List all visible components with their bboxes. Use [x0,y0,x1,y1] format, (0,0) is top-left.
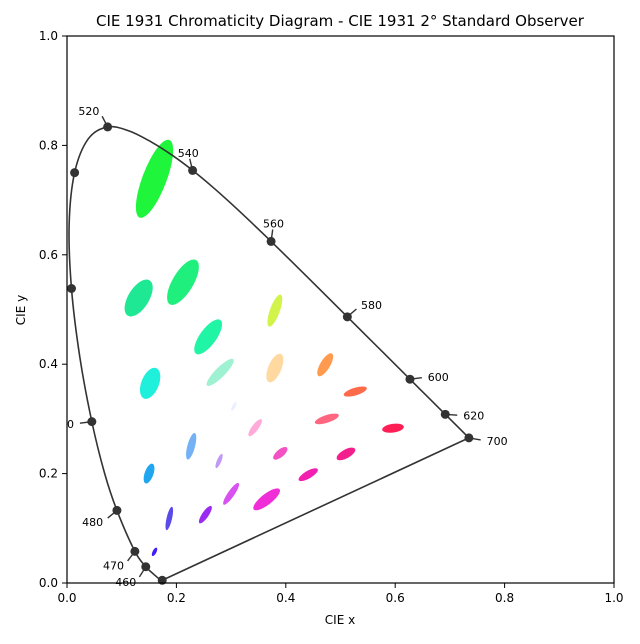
wavelength-marker-2 [130,546,140,556]
x-tick-label-3: 0.4 [276,591,295,605]
ellipse-12 [231,401,237,411]
wavelength-label-3: 480 [82,516,103,529]
ellipse-3 [198,505,212,524]
y-tick-label-5: 0.8 [39,138,58,152]
wavelength-marker-12 [440,409,450,419]
wavelength-marker-11 [405,374,415,384]
chart-title: CIE 1931 Chromaticity Diagram - CIE 1931… [96,12,585,30]
ellipse-7 [194,319,223,355]
ellipse-layer [124,139,404,557]
ellipse-11 [135,139,174,218]
wavelength-marker-4 [87,417,97,427]
ellipse-21 [298,468,318,482]
wavelength-marker-13 [464,433,474,443]
ellipse-18 [382,423,404,433]
wavelength-label-13: 700 [487,435,508,448]
wavelength-label-10: 580 [361,299,382,312]
wavelength-marker-3 [112,505,122,515]
x-axis-label: CIE x [325,613,355,627]
plot-area-frame [66,35,615,584]
ellipse-14 [317,353,334,377]
wavelength-label-7: 520 [78,105,99,118]
ellipse-20 [273,447,288,460]
y-tick-label-4: 0.6 [39,248,58,262]
ellipse-15 [343,386,367,397]
y-tick-label-2: 0.2 [39,467,58,481]
ellipse-22 [215,453,223,469]
wavelength-marker-8 [188,165,198,175]
x-tick-label-2: 0.2 [167,591,186,605]
ellipse-23 [223,482,240,505]
ellipse-4 [143,463,155,484]
ellipse-24 [253,488,281,511]
x-tick-label-6: 1.0 [604,591,623,605]
wavelength-label-4: 0 [67,418,74,431]
ellipse-19 [248,419,262,437]
wavelength-marker-5 [66,284,76,293]
ellipse-25 [186,432,197,460]
wavelength-marker-1 [141,562,151,572]
y-tick-label-6: 1.0 [39,29,58,43]
y-tick-label-1: 0.0 [39,576,58,590]
wavelength-marker-10 [342,312,352,322]
ellipse-13 [266,353,284,383]
x-tick-label-5: 0.8 [495,591,514,605]
ellipse-10 [267,294,283,327]
ellipse-16 [314,413,339,425]
wavelength-label-9: 560 [263,218,284,231]
ellipse-2 [165,506,174,531]
tick-layer: 0.0 0.2 0.4 0.6 0.8 1.0 0.0 0.2 0.4 0.6 0.8 1.0 [39,29,624,605]
wavelength-label-2: 470 [103,560,124,573]
y-axis-label: CIE y [14,295,28,325]
wavelength-marker-7 [103,122,113,132]
ellipse-9 [206,358,234,387]
y-tick-label-3: 0.4 [39,357,58,371]
ellipse-6 [167,259,199,305]
x-tick-label-1: 0.0 [57,591,76,605]
ellipse-17 [336,447,356,461]
wavelength-label-8: 540 [178,147,199,160]
wavelength-label-11: 600 [428,371,449,384]
ellipse-1 [151,547,158,557]
wavelength-label-12: 620 [463,410,484,423]
x-tick-label-4: 0.6 [386,591,405,605]
wavelength-marker-9 [266,236,276,246]
wavelength-marker-6 [70,168,80,178]
ellipse-8 [139,367,161,399]
ellipse-5 [124,279,153,317]
